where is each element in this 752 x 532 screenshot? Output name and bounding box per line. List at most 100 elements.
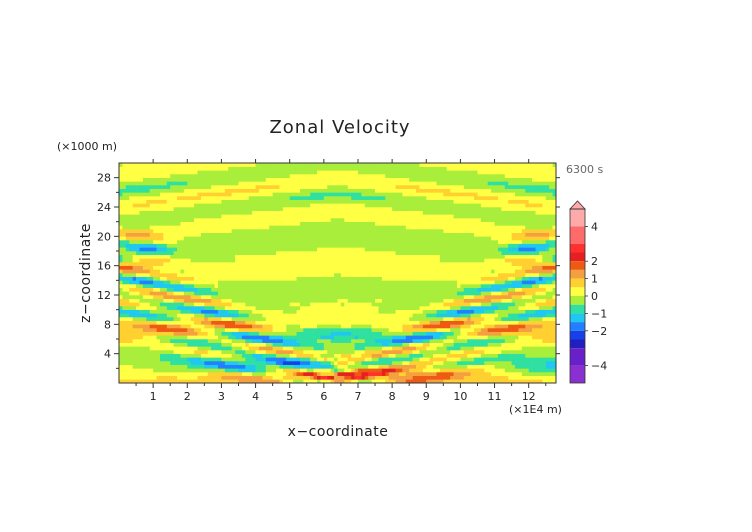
field-cell [245, 335, 250, 340]
field-cell [371, 185, 376, 189]
field-cell [241, 214, 246, 219]
field-cell [364, 214, 369, 219]
field-cell [296, 207, 301, 211]
field-cell [310, 170, 314, 175]
field-cell [296, 269, 301, 274]
field-cell [224, 350, 229, 354]
field-cell [136, 221, 140, 226]
field-cell [156, 254, 161, 259]
field-cell [330, 181, 335, 186]
field-cell [238, 229, 243, 233]
field-cell [299, 247, 304, 252]
field-cell [354, 166, 359, 171]
field-cell [207, 192, 212, 197]
field-cell [235, 273, 239, 277]
field-cell [293, 203, 297, 208]
field-cell [129, 236, 133, 241]
field-cell [245, 258, 250, 263]
field-cell [344, 243, 349, 248]
field-cell [388, 375, 393, 380]
field-cell [170, 320, 174, 325]
field-cell [224, 174, 229, 178]
field-cell [354, 254, 359, 259]
field-cell [364, 361, 369, 365]
field-cell [122, 320, 127, 325]
field-cell [122, 287, 127, 292]
field-cell [170, 243, 174, 248]
field-cell [207, 251, 212, 255]
field-cell [156, 192, 161, 197]
field-cell [320, 269, 325, 274]
field-cell [395, 284, 400, 288]
field-cell [371, 199, 376, 204]
field-cell [289, 320, 294, 325]
field-cell [218, 335, 222, 340]
field-cell [194, 295, 198, 299]
field-cell [375, 375, 379, 380]
field-cell [272, 273, 277, 277]
field-cell [159, 357, 164, 362]
field-cell [368, 199, 372, 204]
field-cell [392, 317, 396, 321]
field-cell [132, 361, 137, 365]
field-cell [306, 174, 311, 178]
field-cell [119, 265, 123, 270]
field-cell [255, 225, 260, 230]
field-cell [170, 350, 174, 354]
field-cell [153, 221, 157, 226]
field-cell [371, 269, 376, 274]
field-cell [337, 185, 342, 189]
field-cell [269, 273, 273, 277]
field-cell [378, 185, 383, 189]
field-cell [245, 342, 250, 347]
field-cell [323, 185, 328, 189]
field-cell [299, 177, 304, 182]
field-cell [218, 291, 222, 296]
field-cell [136, 243, 140, 248]
field-cell [320, 287, 325, 292]
field-cell [214, 280, 219, 285]
field-cell [296, 203, 301, 208]
field-cell [224, 199, 229, 204]
field-cell [235, 229, 239, 233]
field-cell [398, 284, 403, 288]
field-cell [190, 240, 195, 244]
field-cell [344, 188, 349, 193]
field-cell [388, 181, 393, 186]
field-cell [221, 350, 226, 354]
field-cell [180, 232, 185, 237]
field-cell [388, 203, 393, 208]
field-cell [347, 170, 352, 175]
field-cell [330, 243, 335, 248]
field-cell [187, 240, 191, 244]
field-cell [163, 287, 168, 292]
field-cell [327, 166, 331, 171]
field-cell [392, 284, 396, 288]
field-cell [279, 232, 284, 237]
field-cell [276, 269, 280, 274]
field-cell [344, 203, 349, 208]
field-cell [282, 284, 287, 288]
field-cell [166, 262, 171, 266]
field-cell [190, 181, 195, 186]
field-cell [214, 166, 219, 171]
field-cell [282, 247, 287, 252]
field-cell [142, 188, 147, 193]
field-cell [351, 229, 355, 233]
field-cell [395, 232, 400, 237]
field-cell [395, 207, 400, 211]
field-cell [177, 262, 181, 266]
field-cell [245, 280, 250, 285]
field-cell [269, 188, 273, 193]
field-cell [337, 361, 342, 365]
field-cell [190, 313, 195, 318]
field-cell [351, 379, 355, 383]
field-cell [136, 335, 140, 340]
field-cell [252, 269, 256, 274]
field-cell [214, 313, 219, 318]
field-cell [371, 254, 376, 259]
field-cell [395, 174, 400, 178]
field-cell [132, 317, 137, 321]
field-cell [344, 372, 349, 376]
field-cell [313, 335, 318, 340]
